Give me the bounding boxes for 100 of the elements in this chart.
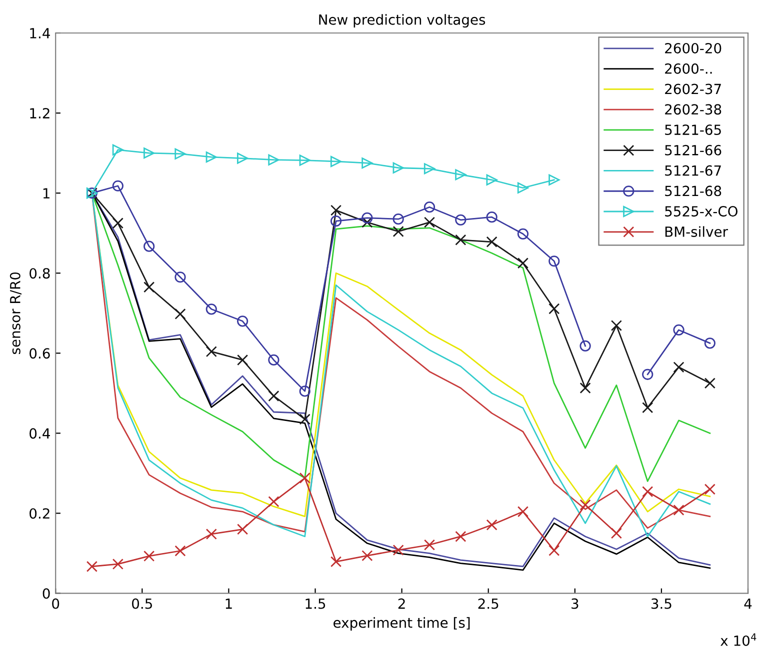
text: x 10$^{4}$	[720, 633, 756, 646]
point	[299, 414, 310, 425]
point	[144, 282, 155, 293]
x-tick-label: 3	[572, 598, 578, 609]
point	[206, 528, 217, 540]
point	[268, 154, 280, 166]
point	[642, 402, 654, 414]
y-axis-title: sensor R/R0	[10, 272, 22, 354]
point	[704, 378, 716, 389]
point	[704, 484, 716, 495]
point	[362, 216, 373, 228]
y-tick-label: 0.8	[30, 268, 50, 279]
point	[112, 558, 124, 570]
point	[704, 338, 716, 349]
point	[548, 544, 560, 556]
point	[206, 304, 217, 315]
point	[392, 214, 404, 225]
x-tick-label: 4	[744, 598, 752, 609]
point	[517, 182, 529, 194]
y-tick-label: 0	[42, 588, 50, 599]
legend-label: 2602-37	[665, 84, 721, 94]
point	[174, 545, 186, 556]
point	[610, 320, 622, 332]
point	[268, 496, 280, 508]
point	[486, 212, 498, 223]
x-tick-label: 0	[52, 598, 60, 609]
legend-label: 5121-66	[665, 144, 722, 156]
legend-label: 2602-38	[665, 104, 722, 115]
chart-title: New prediction voltages	[319, 14, 486, 28]
point	[299, 472, 310, 484]
point	[144, 240, 155, 252]
x-tick-label: 1	[226, 598, 232, 609]
point	[236, 524, 248, 535]
point	[236, 354, 248, 366]
point	[299, 386, 310, 397]
y-tick-label: 1	[43, 188, 50, 198]
point	[548, 303, 560, 314]
legend-label: BM-silver	[665, 226, 728, 237]
point	[392, 544, 404, 556]
point	[236, 152, 248, 164]
point	[424, 163, 436, 174]
point	[362, 550, 373, 562]
point	[424, 216, 436, 228]
legend-label: 2600-..	[665, 63, 712, 74]
point	[299, 154, 310, 166]
x-axis-title: experiment time [s]	[334, 617, 470, 631]
point	[580, 382, 591, 394]
point	[144, 148, 155, 159]
x-tick-label: 3.5	[651, 598, 672, 609]
point	[517, 228, 529, 240]
legend-label: 5525-x-CO	[665, 206, 738, 217]
point	[455, 234, 466, 246]
x-tick-label: 2.5	[478, 598, 498, 609]
point	[610, 528, 622, 539]
point	[330, 156, 342, 168]
point	[642, 486, 654, 498]
point	[144, 550, 155, 562]
point	[517, 506, 529, 518]
point	[392, 226, 404, 238]
y-tick-label: 0.6	[30, 348, 50, 359]
y-tick-label: 1.4	[30, 28, 50, 38]
point	[455, 530, 466, 542]
point	[174, 308, 186, 320]
y-tick-label: 0.4	[30, 428, 50, 439]
point	[486, 519, 498, 530]
legend-label: 5121-67	[665, 165, 721, 176]
legend-label: 2600-20	[665, 42, 722, 54]
point	[580, 499, 591, 510]
point	[673, 362, 684, 373]
x-tick-label: 0.5	[132, 598, 152, 609]
point	[330, 216, 342, 227]
point	[486, 236, 498, 248]
point	[330, 556, 342, 568]
point	[236, 316, 248, 327]
legend-label: 5121-68	[665, 186, 722, 196]
point	[112, 180, 124, 192]
point	[455, 214, 466, 226]
x-tick-label: 2	[398, 598, 405, 609]
x-tick-label: 1.5	[306, 598, 326, 609]
point	[268, 390, 280, 402]
point	[455, 169, 466, 180]
point	[206, 152, 217, 163]
point	[548, 256, 560, 267]
point	[86, 560, 98, 572]
point	[206, 346, 217, 358]
point	[392, 162, 404, 174]
point	[174, 148, 186, 160]
point	[580, 340, 591, 352]
point	[362, 212, 373, 224]
point	[548, 174, 560, 186]
point	[517, 258, 529, 269]
point	[642, 368, 654, 380]
point	[112, 218, 124, 229]
y-tick-label: 0.2	[30, 508, 50, 519]
point	[673, 324, 684, 336]
point	[362, 158, 373, 169]
point	[268, 354, 280, 366]
point	[174, 272, 186, 283]
point	[424, 202, 436, 213]
point	[673, 504, 684, 516]
